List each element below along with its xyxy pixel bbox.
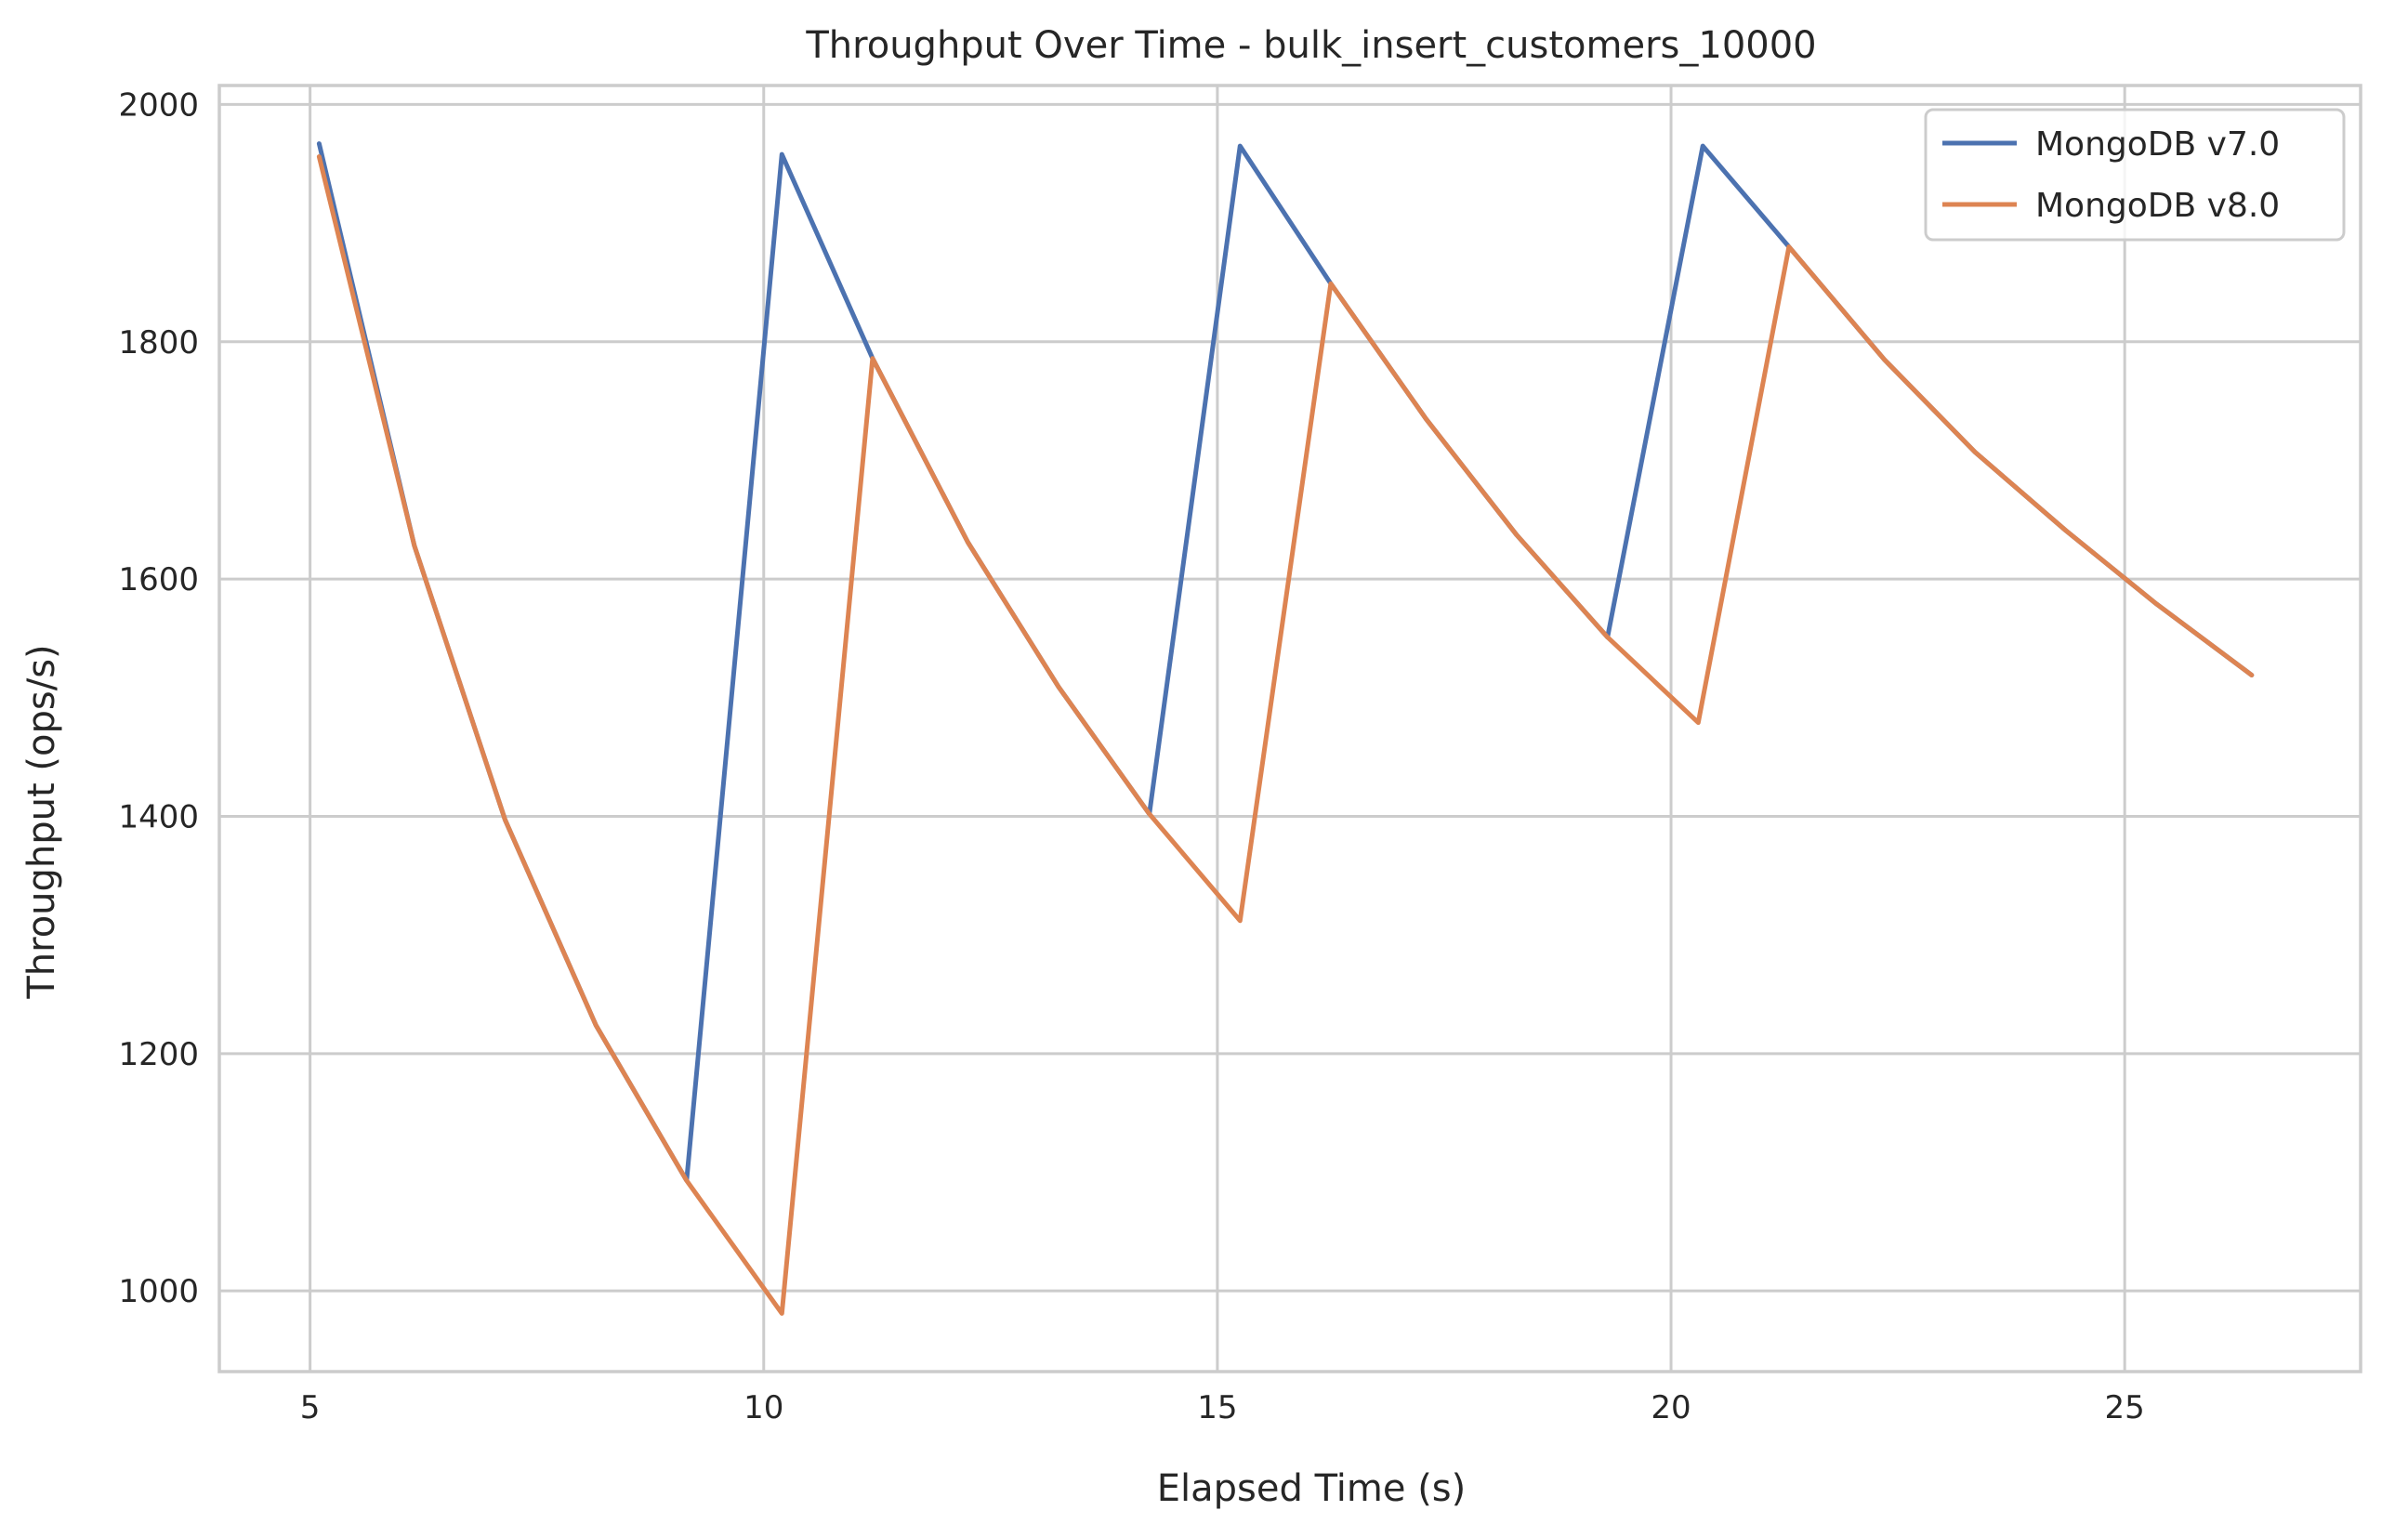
- y-tick-label: 1400: [118, 798, 199, 835]
- y-tick-labels: 1000 1200 1400 1600 1800 2000: [118, 86, 199, 1310]
- series-line-1: [316, 141, 2255, 1183]
- x-tick-label: 10: [743, 1389, 783, 1426]
- y-tick-label: 1600: [118, 561, 199, 598]
- y-tick-label: 1800: [118, 324, 199, 361]
- x-axis-label: Elapsed Time (s): [1157, 1467, 1467, 1510]
- x-tick-labels: 5 10 15 20 25: [300, 1389, 2145, 1426]
- x-tick-label: 25: [2105, 1389, 2145, 1426]
- legend: MongoDB v7.0 MongoDB v8.0: [1924, 108, 2346, 242]
- legend-entry: MongoDB v8.0: [2035, 187, 2280, 225]
- grid: [219, 85, 2361, 1372]
- chart-title: Throughput Over Time - bulk_insert_custo…: [805, 24, 1816, 67]
- plot-frame: [217, 84, 2362, 1373]
- y-tick-label: 2000: [118, 86, 199, 124]
- y-tick-label: 1200: [118, 1036, 199, 1073]
- x-tick-label: 5: [300, 1389, 321, 1426]
- legend-box: [1924, 108, 2346, 242]
- legend-entry: MongoDB v7.0: [2035, 125, 2280, 164]
- y-axis-label: Throughput (ops/s): [20, 644, 63, 999]
- x-tick-label: 20: [1651, 1389, 1691, 1426]
- y-tick-label: 1000: [118, 1273, 199, 1310]
- series-lines: [316, 141, 2255, 1316]
- series-line-2: [316, 154, 2255, 1316]
- x-tick-label: 15: [1197, 1389, 1237, 1426]
